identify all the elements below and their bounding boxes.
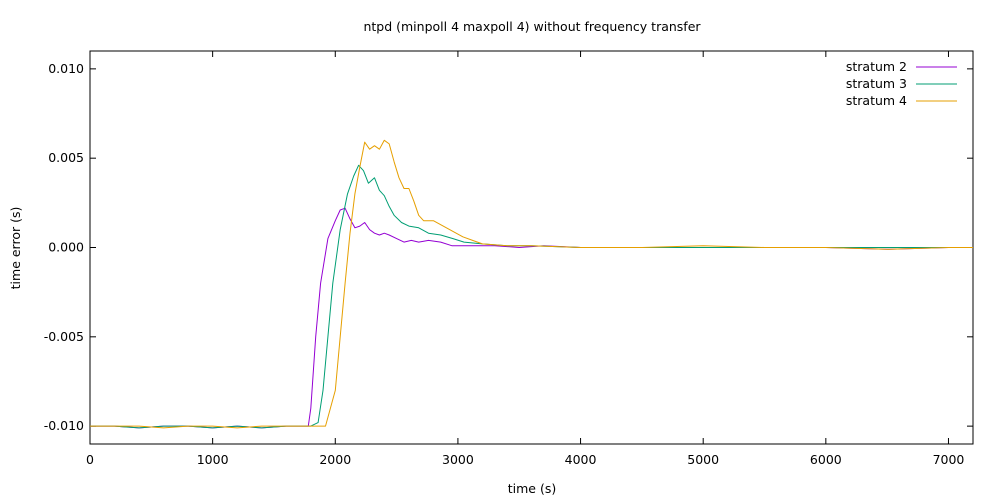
legend-label-stratum-2: stratum 2 xyxy=(846,59,907,74)
x-tick-label: 1000 xyxy=(197,452,229,467)
series-line-stratum-4 xyxy=(90,139,973,429)
y-tick-label: 0.005 xyxy=(48,150,84,165)
x-tick-label: 2000 xyxy=(319,452,351,467)
x-tick-label: 5000 xyxy=(687,452,719,467)
y-tick-label: -0.010 xyxy=(44,418,84,433)
legend-label-stratum-3: stratum 3 xyxy=(846,76,907,91)
y-tick-label: 0.010 xyxy=(48,61,84,76)
x-tick-label: 3000 xyxy=(442,452,474,467)
x-tick-label: 0 xyxy=(86,452,94,467)
x-tick-label: 4000 xyxy=(565,452,597,467)
series-lines xyxy=(90,139,973,429)
x-axis-label: time (s) xyxy=(508,481,556,496)
series-line-stratum-3 xyxy=(90,164,973,429)
y-axis-label: time error (s) xyxy=(8,207,23,290)
x-tick-label: 7000 xyxy=(933,452,965,467)
chart-title: ntpd (minpoll 4 maxpoll 4) without frequ… xyxy=(363,19,701,34)
axis-ticks: 0 1000 2000 3000 4000 5000 6000 7000 0.010 0.005 0… xyxy=(44,51,973,467)
y-tick-label: 0.000 xyxy=(48,240,84,255)
y-tick-label: -0.005 xyxy=(44,329,84,344)
legend-label-stratum-4: stratum 4 xyxy=(846,93,907,108)
legend: stratum 2 stratum 3 stratum 4 xyxy=(846,59,957,108)
series-line-stratum-2 xyxy=(90,207,973,429)
x-tick-label: 6000 xyxy=(810,452,842,467)
